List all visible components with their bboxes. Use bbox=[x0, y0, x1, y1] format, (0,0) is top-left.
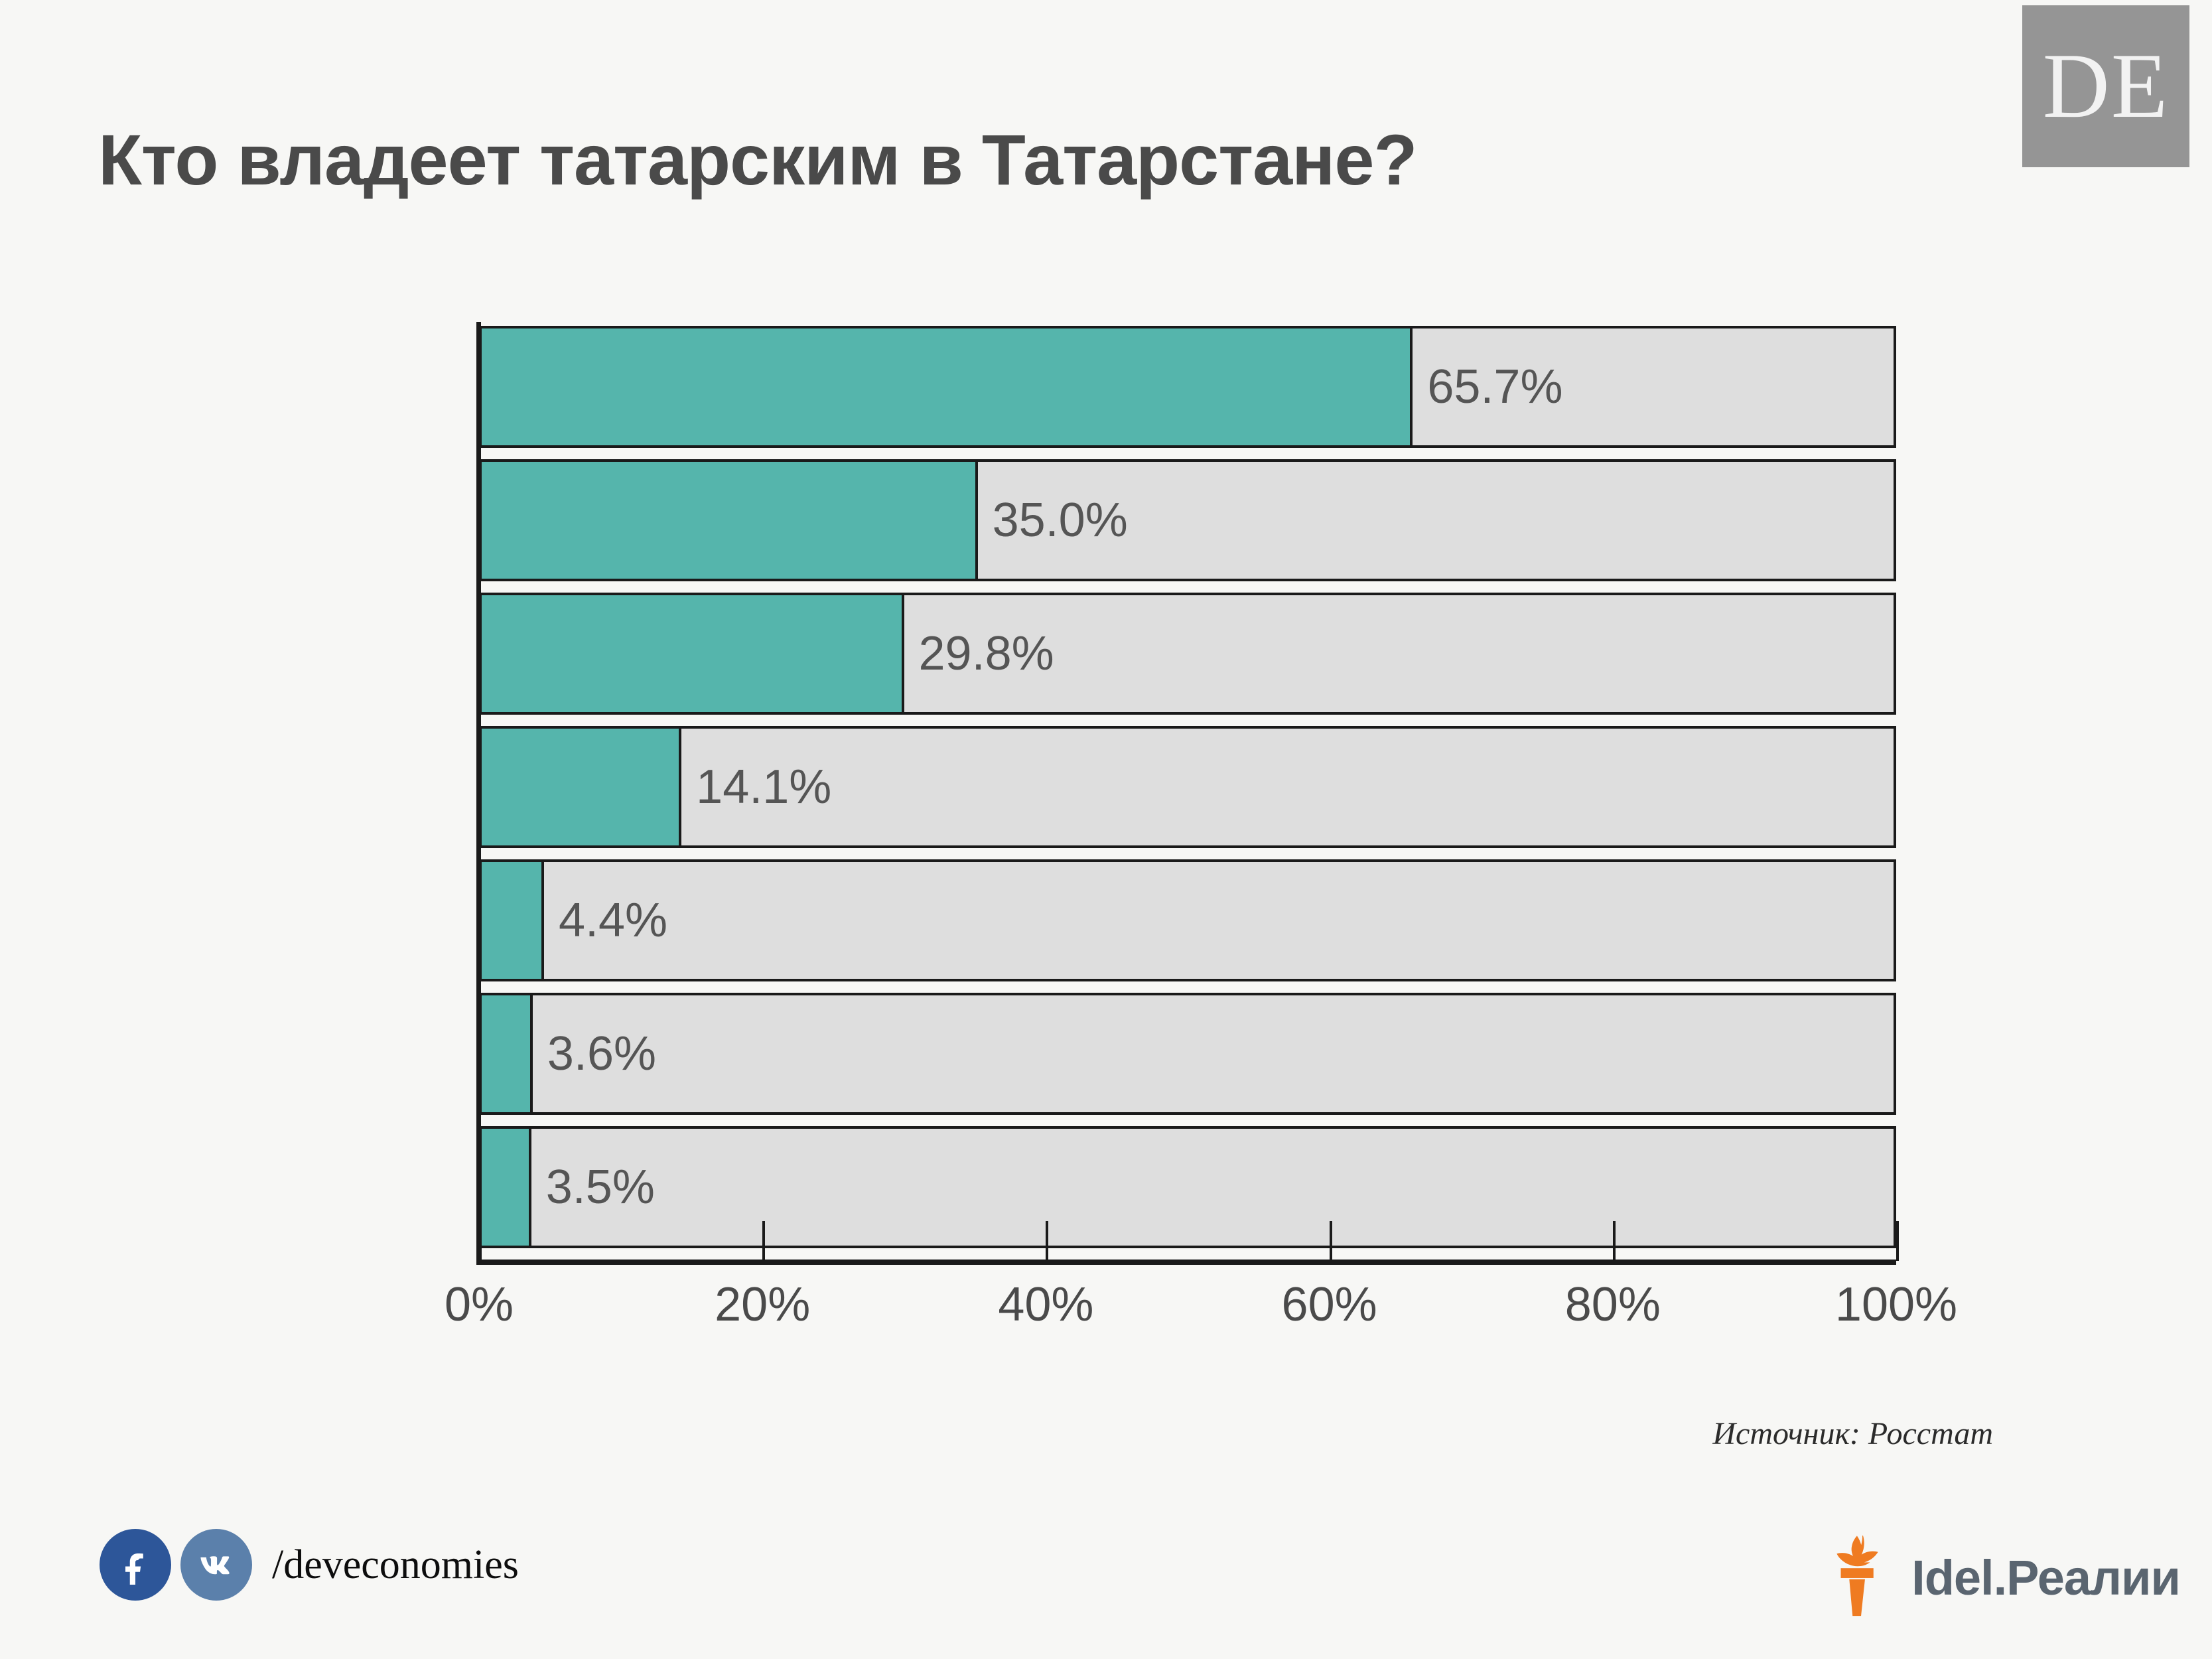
x-axis-tick-label: 20% bbox=[715, 1278, 811, 1331]
idel-realii-name: Idel.Реалии bbox=[1911, 1550, 2181, 1605]
bar-value-label: 4.4% bbox=[558, 894, 668, 947]
bar-value-label: 3.5% bbox=[545, 1161, 655, 1214]
de-logo-text: DE bbox=[2042, 35, 2170, 137]
bar-fill bbox=[482, 995, 533, 1112]
footer-social: /deveconomies bbox=[100, 1529, 519, 1601]
vk-icon[interactable] bbox=[180, 1529, 252, 1601]
x-axis-tick-label: 60% bbox=[1281, 1278, 1377, 1331]
bar-value-label: 65.7% bbox=[1427, 360, 1563, 413]
x-axis-tick bbox=[479, 1221, 482, 1261]
x-axis-tick bbox=[1612, 1221, 1616, 1261]
x-axis-tick bbox=[1046, 1221, 1049, 1261]
bar-track bbox=[479, 859, 1896, 981]
x-axis-tick-label: 40% bbox=[998, 1278, 1094, 1331]
bar-track bbox=[479, 726, 1896, 848]
de-logo: DE bbox=[2022, 5, 2189, 167]
idel-realii-logo: Idel.Реалии bbox=[1823, 1533, 2181, 1623]
x-axis-line bbox=[476, 1260, 1896, 1265]
x-axis-tick bbox=[762, 1221, 766, 1261]
bar-value-label: 35.0% bbox=[992, 494, 1128, 547]
x-axis-tick bbox=[1896, 1221, 1899, 1261]
page-title: Кто владеет татарским в Татарстане? bbox=[98, 119, 1417, 200]
bar-track bbox=[479, 993, 1896, 1115]
bar-fill bbox=[482, 862, 544, 979]
bar-fill bbox=[482, 462, 978, 579]
bar-track bbox=[479, 326, 1896, 448]
x-axis-tick-label: 100% bbox=[1834, 1278, 1958, 1331]
x-axis-tick-label: 0% bbox=[444, 1278, 514, 1331]
bar-track bbox=[479, 593, 1896, 715]
bar-fill bbox=[482, 328, 1413, 445]
bar-fill bbox=[482, 1129, 531, 1246]
x-axis-tick-label: 80% bbox=[1564, 1278, 1661, 1331]
bar-chart: башкиры65.7%удмурты35.0%марийцы29.8%чува… bbox=[0, 302, 2212, 1331]
bar-track bbox=[479, 459, 1896, 581]
social-handle[interactable]: /deveconomies bbox=[272, 1542, 519, 1587]
x-axis-tick bbox=[1329, 1221, 1332, 1261]
facebook-icon[interactable] bbox=[100, 1529, 171, 1601]
bar-value-label: 29.8% bbox=[918, 627, 1054, 680]
source-note: Источник: Росстат bbox=[1712, 1416, 1993, 1451]
y-axis-line bbox=[476, 322, 481, 1264]
bar-fill bbox=[482, 729, 682, 845]
torch-icon bbox=[1823, 1533, 1902, 1623]
bar-value-label: 3.6% bbox=[547, 1027, 656, 1080]
bar-track bbox=[479, 1126, 1896, 1248]
bar-fill bbox=[482, 595, 904, 712]
bar-value-label: 14.1% bbox=[696, 760, 832, 814]
